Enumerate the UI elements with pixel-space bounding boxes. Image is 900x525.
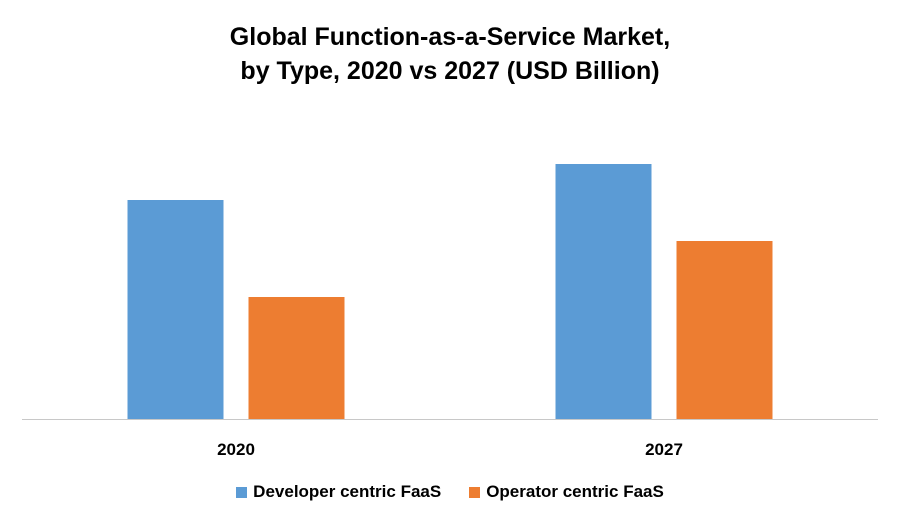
legend-swatch-developer bbox=[236, 486, 248, 498]
bar-2027-developer bbox=[555, 164, 652, 419]
bar-2020-developer bbox=[127, 200, 224, 419]
bar-2027-operator bbox=[676, 241, 773, 419]
x-tick-label: 2027 bbox=[645, 440, 683, 459]
legend-label-developer: Developer centric FaaS bbox=[253, 482, 442, 501]
legend-item-developer: Developer centric FaaS bbox=[236, 482, 441, 502]
chart-title-line-1: Global Function-as-a-Service Market, bbox=[229, 23, 671, 51]
legend-swatch-operator bbox=[469, 486, 481, 498]
x-tick-label: 2020 bbox=[217, 440, 255, 459]
legend-item-operator: Operator centric FaaS bbox=[469, 482, 664, 502]
bar-2020-operator bbox=[248, 297, 345, 419]
legend: Developer centric FaaS Operator centric … bbox=[0, 482, 900, 502]
chart-title-line-2: by Type, 2020 vs 2027 (USD Billion) bbox=[240, 57, 660, 85]
chart-title: Global Function-as-a-Service Market, by … bbox=[0, 20, 900, 88]
legend-label-operator: Operator centric FaaS bbox=[486, 482, 664, 501]
